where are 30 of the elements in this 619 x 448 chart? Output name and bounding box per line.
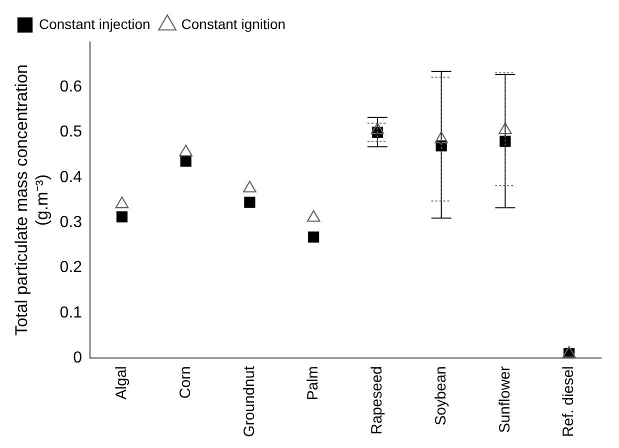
x-tick-label: Sunflower	[496, 366, 514, 433]
point	[498, 122, 512, 134]
x-tick-label: Soybean	[432, 366, 450, 426]
y-tick-label: 0.1	[60, 304, 82, 322]
x-tick-label: Rapeseed	[368, 366, 386, 435]
point	[116, 211, 128, 222]
y-tick-label: 0.5	[60, 124, 82, 141]
y-axis-title: Total particulate mass concentration (g.m⁻³)	[12, 64, 52, 336]
x-tick-label: Palm	[304, 366, 322, 400]
y-tick-label: 0.3	[60, 214, 82, 232]
x-tick-label: Groundnut	[240, 365, 258, 438]
point	[370, 122, 384, 134]
point	[500, 136, 511, 147]
point	[179, 144, 193, 156]
point	[434, 131, 448, 144]
y-tick-label: 0.2	[60, 259, 82, 276]
y-tick-label: 0	[73, 350, 82, 367]
point	[180, 156, 192, 167]
point	[306, 210, 320, 222]
legend-label: Constant injection	[39, 16, 150, 32]
point	[308, 232, 320, 243]
x-tick-label: Algal	[113, 366, 130, 400]
x-tick-label: Corn	[176, 366, 194, 399]
y-tick-label: 0.4	[60, 168, 82, 186]
legend-label: Constant ignition	[181, 16, 286, 32]
point	[243, 180, 256, 192]
point	[115, 196, 129, 208]
y-tick-label: 0.6	[60, 78, 82, 96]
point	[244, 196, 256, 208]
x-tick-label: Ref. diesel	[560, 366, 578, 437]
